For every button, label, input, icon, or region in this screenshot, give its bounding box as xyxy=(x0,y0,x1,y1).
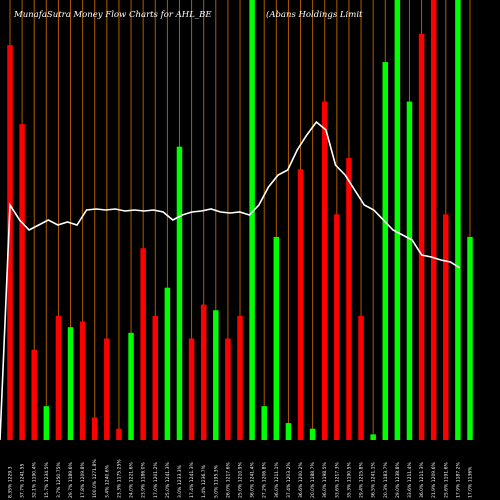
x-tick-label: 17.4% 1241.3% xyxy=(189,462,195,498)
bar xyxy=(55,315,62,440)
bar xyxy=(273,236,280,440)
x-tick-label: 25.0% 1210.9% xyxy=(238,462,244,498)
bar xyxy=(382,62,389,441)
x-tick-label: 5.0% 1195.3% xyxy=(213,464,219,498)
x-tick-label: 20.3% 1183.7% xyxy=(383,462,389,498)
bar xyxy=(321,101,328,441)
money-flow-bars xyxy=(7,0,473,441)
x-tick-label: 29.7% 1189.6% xyxy=(68,462,74,498)
bar xyxy=(116,428,122,440)
bar xyxy=(249,0,255,440)
bar xyxy=(346,157,352,440)
x-tick-label: 25.6% 1191.6% xyxy=(443,462,449,498)
bar xyxy=(79,321,86,440)
x-tick-label: 35.3% 1190.5% xyxy=(346,462,352,498)
price-line xyxy=(0,120,461,441)
bar xyxy=(418,33,425,440)
bar xyxy=(443,214,449,440)
x-tick-label: 33.6% 1211.4% xyxy=(407,462,413,498)
x-tick-label: 25.0% 1241.3% xyxy=(165,462,171,498)
x-tick-label: 36.0% 1211.1% xyxy=(274,462,280,498)
x-tick-label: 3.4% 1240.6% xyxy=(104,464,110,498)
bar xyxy=(128,332,134,440)
bar xyxy=(285,423,292,440)
bar xyxy=(43,406,50,440)
price-line-path xyxy=(0,120,461,441)
x-tick-label: 36.5% 1241.1% xyxy=(371,462,377,498)
x-tick-label: 36.0% 1198.5% xyxy=(322,462,328,498)
x-tick-label: 37.4% 1203.2% xyxy=(286,462,292,498)
company-name: (Abans Holdings Limit xyxy=(266,10,363,20)
bar xyxy=(19,124,25,440)
x-tick-label: 21.9% 1209.6% xyxy=(431,462,437,498)
bar xyxy=(31,349,37,440)
bar xyxy=(188,338,195,440)
bar xyxy=(406,101,413,441)
x-tick-label: 33.6% 1217.3% xyxy=(334,462,340,498)
bar xyxy=(334,214,340,440)
bar xyxy=(91,417,98,440)
x-tick-label: 3.0% 1233.3% xyxy=(177,464,183,498)
bar xyxy=(140,248,146,440)
bar xyxy=(7,45,13,440)
x-tick-label: 20.0% 1188.7% xyxy=(310,462,316,498)
bar xyxy=(104,338,110,440)
x-tick-label: 23.9% 1186.0% xyxy=(141,462,147,498)
x-tick-label: 100.0% 1271.8% xyxy=(92,459,98,498)
x-tick-label: 26.0% 1217.6% xyxy=(225,462,231,498)
bar xyxy=(261,406,267,440)
bar xyxy=(164,287,171,440)
x-tick-label: 17.9% 1187.2% xyxy=(455,462,461,498)
bar xyxy=(237,315,243,440)
bar xyxy=(358,315,364,440)
x-tick-label: 8.35% 1229.3 xyxy=(8,466,14,498)
x-tick-label: 15.7% 1234.5% xyxy=(44,462,50,498)
x-tick-label: 36.0% 1211.3% xyxy=(419,462,425,498)
x-tick-label: 3.7% 1250.75% xyxy=(56,462,62,498)
bar xyxy=(297,169,304,440)
bar xyxy=(430,0,437,440)
x-tick-label: 23.3% 1175.25% xyxy=(116,459,122,498)
bar xyxy=(467,236,473,440)
x-tick-label: 29.0% 1238.8% xyxy=(395,462,401,498)
bar xyxy=(309,428,316,440)
x-tick-label: 32.1% 1190.4% xyxy=(32,462,38,498)
x-tick-label: 17.0% 1136% xyxy=(468,466,474,498)
bar xyxy=(200,304,207,440)
bar xyxy=(455,0,461,440)
bar xyxy=(394,0,401,440)
x-tick-label: 17.0% 1201.2% xyxy=(153,462,159,498)
bar xyxy=(370,434,376,440)
bar xyxy=(225,338,231,440)
bar xyxy=(176,146,183,440)
bar xyxy=(213,310,219,440)
bar xyxy=(67,327,74,440)
bar xyxy=(152,315,159,440)
x-tick-label: 17.8% 1209.8% xyxy=(80,462,86,498)
x-tick-label: 1.4% 1236.7% xyxy=(201,464,207,498)
x-tick-label: 36.0% 1241.4% xyxy=(250,462,256,498)
chart-title: MunafaSutra Money Flow Charts for AHL_BE xyxy=(14,10,212,20)
x-tick-label: 37.7% 1241.55 xyxy=(20,464,26,498)
x-tick-label: 29.4% 1215.8% xyxy=(359,462,365,498)
x-tick-label: 24.0% 1221.6% xyxy=(129,462,135,498)
x-axis-labels: 8.35% 1229.3 37.7% 1241.55 32.1% 1190.4% 15… xyxy=(8,459,474,498)
x-tick-label: 27.2% 1206.8% xyxy=(262,462,268,498)
x-tick-label: 36.6% 1200.2% xyxy=(298,462,304,498)
